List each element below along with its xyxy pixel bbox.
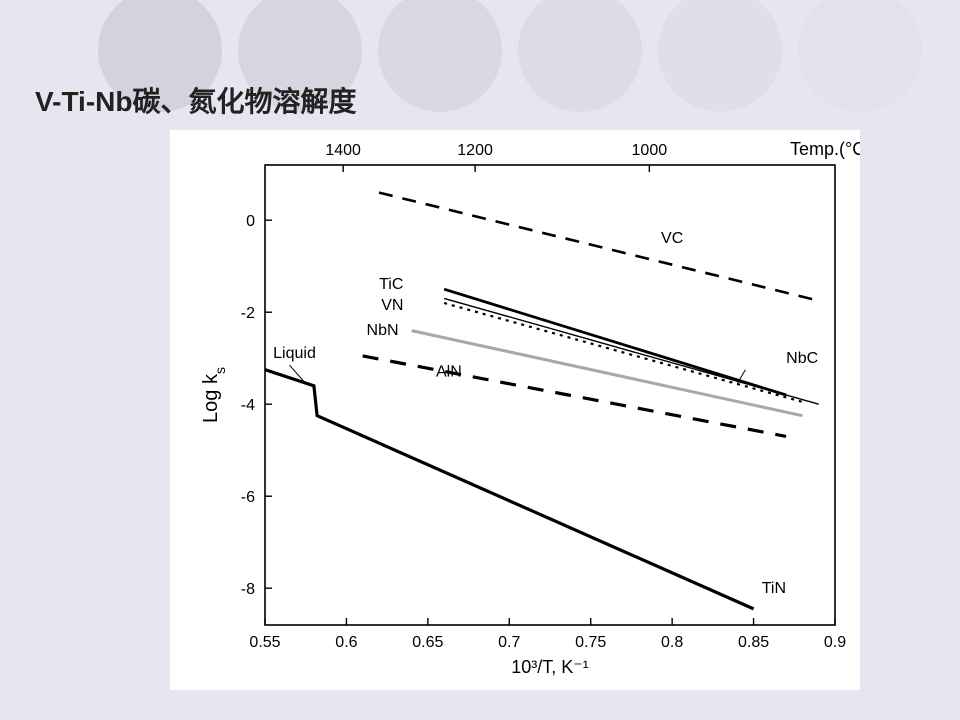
svg-text:-4: -4 [241, 397, 255, 414]
label-nbn: NbN [367, 322, 399, 339]
svg-text:0.85: 0.85 [738, 634, 769, 651]
label-vn: VN [381, 297, 403, 314]
label-tin: TiN [762, 580, 786, 597]
svg-text:-6: -6 [241, 489, 255, 506]
label-nbc: NbC [786, 350, 818, 367]
svg-text:10³/T, K⁻¹: 10³/T, K⁻¹ [511, 657, 589, 677]
svg-text:0.9: 0.9 [824, 634, 846, 651]
svg-text:0: 0 [246, 213, 255, 230]
svg-text:1000: 1000 [632, 142, 668, 159]
decor-circle [518, 0, 642, 112]
decor-circle [658, 0, 782, 112]
label-vc: VC [661, 230, 683, 247]
decor-circle [798, 0, 922, 112]
svg-text:0.6: 0.6 [335, 634, 357, 651]
page-title: V-Ti-Nb碳、氮化物溶解度 [35, 80, 356, 120]
decor-circle [378, 0, 502, 112]
solubility-chart: -8 -6 -4 -2 0 1400 1200 1000 Temp.(°C) 10³/T, K⁻¹… [170, 130, 860, 690]
svg-text:Temp.(°C): Temp.(°C) [790, 139, 860, 159]
svg-text:-8: -8 [241, 581, 255, 598]
svg-text:1400: 1400 [325, 142, 361, 159]
svg-text:0.8: 0.8 [661, 634, 683, 651]
label-tic: TiC [379, 276, 403, 293]
label-aln: AlN [436, 364, 462, 381]
svg-text:Log ks: Log ks [200, 367, 228, 423]
svg-text:1200: 1200 [457, 142, 493, 159]
svg-text:0.55: 0.55 [249, 634, 280, 651]
svg-text:0.7: 0.7 [498, 634, 520, 651]
svg-text:0.65: 0.65 [412, 634, 443, 651]
svg-text:-2: -2 [241, 305, 255, 322]
svg-text:0.75: 0.75 [575, 634, 606, 651]
label-liquid: Liquid [273, 345, 316, 362]
